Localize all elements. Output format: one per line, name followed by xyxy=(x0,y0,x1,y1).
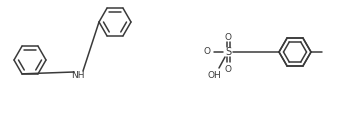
Text: S: S xyxy=(225,47,231,57)
Text: O: O xyxy=(203,48,210,57)
Text: O: O xyxy=(224,33,232,42)
Text: O: O xyxy=(224,65,232,73)
Text: OH: OH xyxy=(207,71,221,79)
Text: NH: NH xyxy=(71,71,85,79)
